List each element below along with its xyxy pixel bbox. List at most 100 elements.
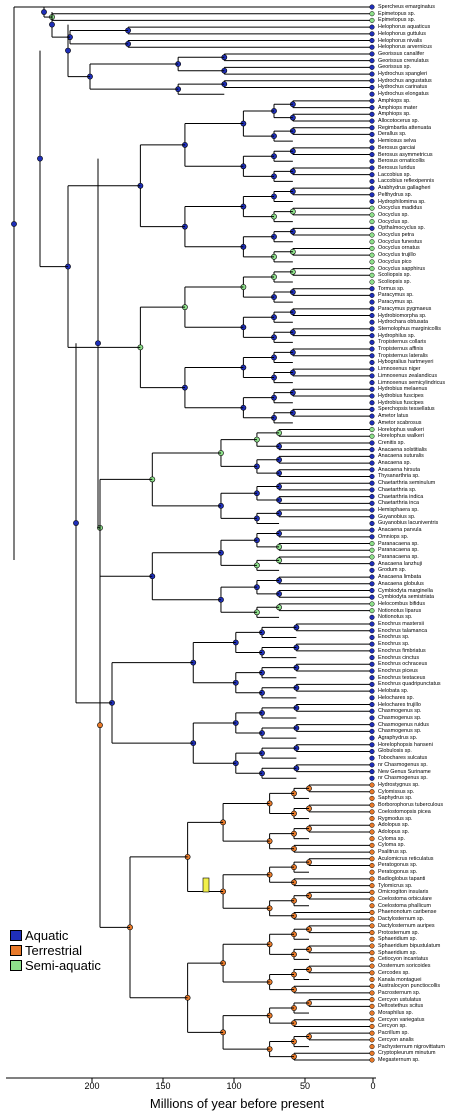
taxon-label: Epimetopus sp.	[378, 17, 416, 24]
tip-state-marker	[369, 31, 375, 37]
taxon-label: Berosus luridus	[378, 164, 416, 171]
taxon-label: New Genus Suriname	[378, 768, 431, 775]
tip-state-marker	[369, 930, 375, 936]
tip-state-marker	[369, 51, 375, 57]
tip-state-marker	[369, 621, 375, 627]
tip-state-marker	[369, 728, 375, 734]
tip-state-marker	[369, 950, 375, 956]
node-state-marker	[95, 340, 101, 347]
tip-state-marker	[369, 862, 375, 869]
taxon-label: Laccobius reflexipennis	[378, 178, 435, 185]
taxon-label: Paracymus pygmaeus	[378, 305, 432, 312]
taxon-label: Cercyon ustulatus	[378, 996, 422, 1003]
taxon-label: Limnoxenus semicylindricus	[378, 379, 446, 386]
tip-state-marker	[369, 789, 375, 795]
taxon-label: Chasmogenus sp.	[378, 708, 422, 715]
tip-state-marker	[369, 286, 375, 292]
taxon-label: Guyanobius sp.	[378, 513, 416, 520]
taxon-label: Cylomissus sp.	[378, 788, 415, 795]
taxon-label: Laccobius sp.	[378, 171, 411, 178]
tip-state-marker	[369, 4, 375, 10]
taxon-label: Pelthydrus sp.	[378, 191, 413, 198]
taxon-label: Peratogonus sp.	[378, 869, 418, 876]
tip-state-marker	[369, 641, 375, 647]
node-state-marker	[65, 47, 71, 54]
taxon-label: Georissus canalifer	[378, 50, 425, 57]
taxon-label: Enochrus testaceus	[378, 674, 426, 681]
tip-state-marker	[369, 836, 375, 842]
taxon-label: Adolopus sp.	[378, 828, 410, 835]
taxon-label: Hydrobius fuscipes	[378, 399, 424, 406]
taxon-label: Oocyclus sp.	[378, 218, 409, 225]
taxon-label: Oocyclus petra	[378, 232, 414, 239]
tip-state-marker	[369, 312, 375, 319]
taxon-label: Cyloma sp.	[378, 842, 405, 849]
taxon-label: Enochrus quadripunctatus	[378, 681, 441, 688]
tip-state-marker	[369, 78, 375, 84]
taxon-label: Tylomicrus sp.	[378, 882, 413, 889]
tip-state-marker	[369, 292, 375, 298]
taxon-label: Cercyon sp.	[378, 1023, 407, 1030]
tip-state-marker	[369, 380, 375, 386]
taxon-label: Cymbiodyta marginella	[378, 587, 433, 594]
taxon-label: Horelophus walkeri	[378, 433, 424, 440]
taxon-label: Cymbiodyta semistriata	[378, 594, 435, 601]
tip-state-marker	[369, 232, 375, 238]
tip-state-marker	[369, 359, 375, 366]
tip-state-marker	[369, 655, 375, 661]
taxon-label: Pacrosternum sp.	[378, 989, 421, 996]
taxon-label: Oocyclus pico	[378, 258, 412, 265]
taxon-label: Paracymus sp.	[378, 292, 414, 299]
taxon-label: Oocyclus funestus	[378, 238, 423, 245]
tip-state-marker	[369, 547, 375, 553]
taxon-label: Saphydrus sp.	[378, 795, 413, 802]
taxon-label: Hydrobiomorpha sp.	[378, 312, 427, 319]
taxon-label: Chaetarthria seminulum	[378, 480, 436, 487]
taxon-label: Notionotus sp.	[378, 614, 413, 621]
tip-state-marker	[369, 192, 375, 198]
taxon-label: Anacaena sp.	[378, 460, 411, 467]
tip-state-marker	[369, 440, 375, 446]
taxon-label: Arabhydrus gallagheri	[378, 185, 431, 192]
tip-state-marker	[369, 373, 375, 379]
taxon-label: Helochares sp.	[378, 694, 414, 701]
taxon-label: Oocyclus madidus	[378, 205, 423, 212]
taxon-label: Anacaena lanzhuji	[378, 560, 423, 567]
tip-state-marker	[369, 145, 375, 151]
taxon-label: Globulosis sp.	[378, 748, 412, 755]
taxon-label: Moraphilus sp.	[378, 1010, 414, 1017]
taxon-label: Cryptopleurum minutum	[378, 1050, 436, 1057]
taxon-label: Sternolophus marginicollis	[378, 325, 441, 332]
tip-state-marker	[369, 614, 375, 620]
taxon-label: Coelostoma orbiculare	[378, 896, 432, 903]
tip-state-marker	[369, 896, 375, 902]
tip-state-marker	[369, 541, 375, 547]
taxon-label: Aculomicrus reticulatus	[378, 855, 434, 862]
taxon-label: Berosus ornaticollis	[378, 158, 425, 165]
legend-item-terrestrial: Terrestrial	[10, 943, 101, 958]
taxon-label: Paranacaena sp.	[378, 553, 419, 560]
taxon-label: Anacaena parvula	[378, 527, 422, 534]
tip-state-marker	[369, 956, 375, 962]
tip-state-marker	[369, 856, 375, 862]
taxon-label: Horelophopsis hanseni	[378, 741, 433, 748]
taxon-label: Hydrochus elongatus	[378, 91, 429, 98]
taxon-label: Tropisternus lateralis	[378, 352, 428, 359]
axis-tick-100: 100	[226, 1081, 242, 1091]
taxon-label: Helocombus bifidus	[378, 600, 426, 607]
tip-state-marker	[369, 105, 375, 111]
taxon-label: Spercheus emarginatus	[378, 4, 435, 10]
taxon-label: Helophorus aquaticus	[378, 24, 431, 31]
taxon-label: Guyanobius lacuniventris	[378, 520, 439, 527]
taxon-label: Berosus asymmetricus	[378, 151, 433, 158]
tip-state-marker	[369, 648, 375, 654]
tip-state-marker	[369, 1003, 375, 1009]
taxon-label-list: Spercheus emarginatus Epimetopus sp. Epime…	[378, 0, 474, 1084]
tip-state-marker	[369, 775, 375, 781]
node-state-marker	[37, 155, 43, 162]
tip-state-marker	[369, 17, 375, 23]
tip-state-marker	[369, 11, 375, 17]
tip-state-marker	[369, 24, 375, 30]
tip-state-marker	[369, 252, 375, 258]
